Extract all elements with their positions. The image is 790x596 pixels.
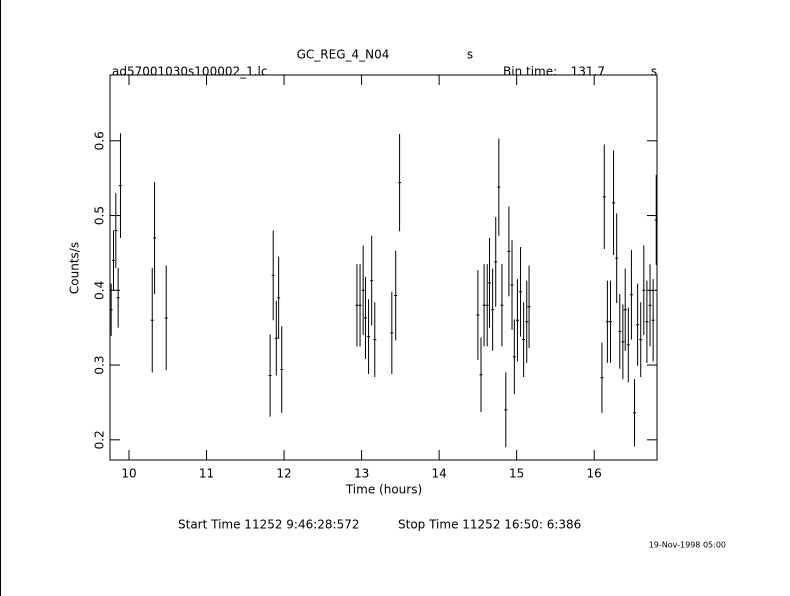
start-time: Start Time 11252 9:46:28:572 xyxy=(178,518,360,532)
error-bar-point xyxy=(527,265,531,348)
error-bar-point xyxy=(602,144,606,250)
error-bar-point xyxy=(645,280,649,363)
y-tick-label: 0.6 xyxy=(93,131,107,150)
error-bar-point xyxy=(519,246,523,337)
error-bar-point xyxy=(491,268,495,351)
x-tick-label: 16 xyxy=(587,467,602,481)
error-bar-point xyxy=(497,138,501,236)
error-bar-point xyxy=(268,334,272,417)
error-bar-point xyxy=(361,245,365,336)
error-bar-point xyxy=(600,342,604,413)
error-bar-point xyxy=(615,213,619,304)
error-bar-point xyxy=(271,230,275,321)
error-bar-point xyxy=(612,150,616,256)
error-bar-point xyxy=(153,181,157,295)
error-bar-point xyxy=(373,302,377,378)
x-tick-label: 10 xyxy=(121,467,136,481)
error-bar-point xyxy=(618,294,622,369)
error-bar-point xyxy=(525,280,529,363)
error-bar-point xyxy=(623,268,627,351)
error-bar-point xyxy=(515,279,519,362)
error-bar-point xyxy=(482,264,486,347)
error-bar-point xyxy=(504,372,508,448)
error-bar-point xyxy=(274,300,278,376)
error-bar-point xyxy=(510,240,514,330)
error-bar-point xyxy=(488,237,492,328)
error-bar-point xyxy=(626,307,630,383)
error-bar-point xyxy=(363,276,367,360)
error-bar-point xyxy=(118,133,122,238)
error-bar-point xyxy=(494,217,498,307)
error-bar-point xyxy=(280,326,284,413)
error-bar-point xyxy=(636,283,640,366)
bin-time: 131.7 xyxy=(571,65,605,79)
y-tick-label: 0.2 xyxy=(93,430,107,449)
error-bar-point xyxy=(164,265,168,371)
title-suffix: s xyxy=(467,48,473,62)
error-bar-point xyxy=(150,267,154,373)
y-tick-label: 0.4 xyxy=(93,281,107,300)
x-tick-label: 13 xyxy=(354,467,369,481)
stop-time: Stop Time 11252 16:50: 6:386 xyxy=(398,518,581,532)
error-bar-point xyxy=(639,302,643,378)
x-tick-label: 15 xyxy=(509,467,524,481)
error-bar-point xyxy=(114,193,118,268)
error-bar-point xyxy=(370,235,374,326)
error-bar-point xyxy=(394,250,398,341)
error-bar-point xyxy=(358,264,362,347)
error-bar-point xyxy=(116,267,120,328)
error-bar-point xyxy=(500,264,504,347)
error-bar-point xyxy=(390,291,394,375)
file-name: ad57001030s100002_1.lc xyxy=(112,65,268,79)
y-axis-label: Counts/s xyxy=(68,242,82,294)
error-bar-point xyxy=(522,302,526,378)
y-tick-label: 0.3 xyxy=(93,356,107,375)
error-bar-point xyxy=(654,175,658,265)
error-bar-point xyxy=(605,280,609,363)
error-bar-point xyxy=(507,206,511,297)
plot-frame xyxy=(109,74,658,461)
x-tick-label: 14 xyxy=(431,467,446,481)
error-bar-point xyxy=(109,283,113,336)
error-bar-point xyxy=(608,280,612,363)
error-bar-point xyxy=(277,256,281,339)
bin-time-unit: s xyxy=(651,65,657,79)
error-bar-point xyxy=(621,304,625,380)
error-bar-point xyxy=(648,264,652,347)
x-tick-label: 12 xyxy=(276,467,291,481)
error-bar-point xyxy=(479,337,483,413)
x-tick-label: 11 xyxy=(199,467,214,481)
error-bar-point xyxy=(512,319,516,395)
error-bar-point xyxy=(111,230,115,291)
error-bar-point xyxy=(651,279,655,362)
y-tick-label: 0.5 xyxy=(93,206,107,225)
error-bar-point xyxy=(642,245,646,336)
error-bar-point xyxy=(355,264,359,347)
x-axis-label: Time (hours) xyxy=(345,483,422,497)
error-bar-point xyxy=(367,299,371,375)
date: 19-Nov-1998 05:00 xyxy=(649,541,726,550)
bin-time-label: Bin time: xyxy=(503,65,557,79)
error-bar-point xyxy=(476,270,480,360)
error-bar-point xyxy=(629,249,633,340)
error-bar-point xyxy=(485,264,489,347)
chart-title: GC_REG_4_N04 xyxy=(297,48,390,62)
error-bar-point xyxy=(633,379,637,447)
error-bar-point xyxy=(398,134,402,232)
